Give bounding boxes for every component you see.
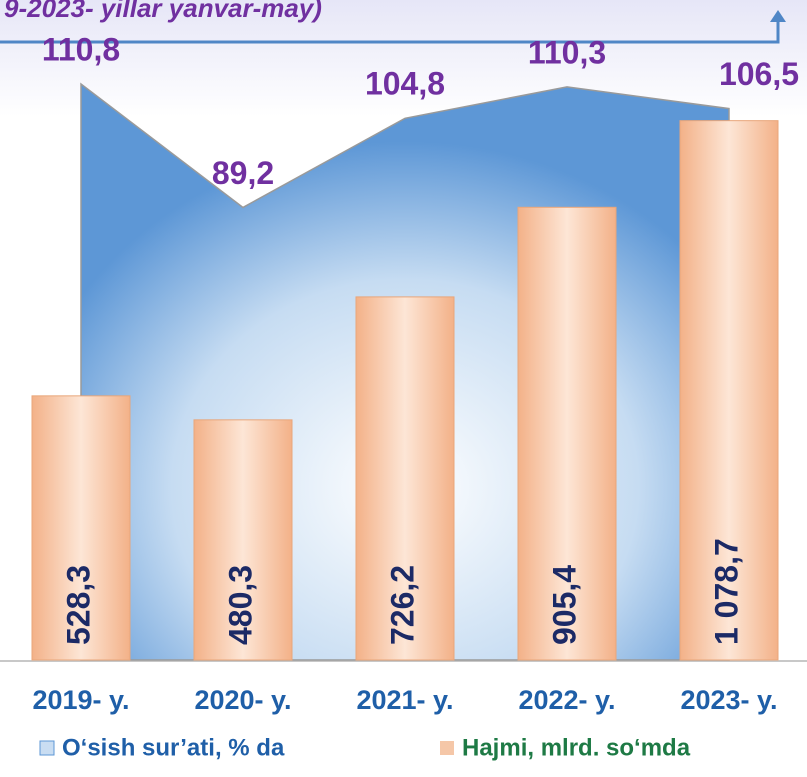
x-tick-label: 2023- y. [680, 685, 777, 715]
x-tick-label: 2022- y. [518, 685, 615, 715]
legend-label: O‘sish sur’ati, % da [62, 734, 285, 761]
bar [31, 395, 131, 661]
data-label: 1 078,7 [708, 538, 744, 645]
x-tick-label: 2020- y. [194, 685, 291, 715]
data-label: 110,3 [528, 34, 606, 70]
bar [517, 206, 617, 661]
data-label: 726,2 [384, 565, 420, 645]
x-tick-label: 2019- y. [32, 685, 129, 715]
data-label: 905,4 [546, 565, 582, 645]
legend-swatch [39, 740, 55, 756]
data-label: 104,8 [365, 66, 445, 102]
x-tick-label: 2021- y. [356, 685, 453, 715]
data-label: 110,8 [42, 31, 120, 67]
title-arrow [770, 10, 786, 22]
data-label: 89,2 [212, 155, 274, 191]
data-label: 106,5 [719, 56, 799, 92]
data-label: 480,3 [222, 565, 258, 645]
bar [355, 296, 455, 661]
legend-swatch [440, 741, 454, 755]
bar [193, 419, 293, 661]
bar [679, 120, 779, 661]
data-label: 528,3 [60, 565, 96, 645]
legend-label: Hajmi, mlrd. so‘mda [462, 734, 691, 761]
title-frame [0, 22, 780, 44]
chart-title: 9-2023- yillar yanvar-may) [4, 0, 322, 23]
